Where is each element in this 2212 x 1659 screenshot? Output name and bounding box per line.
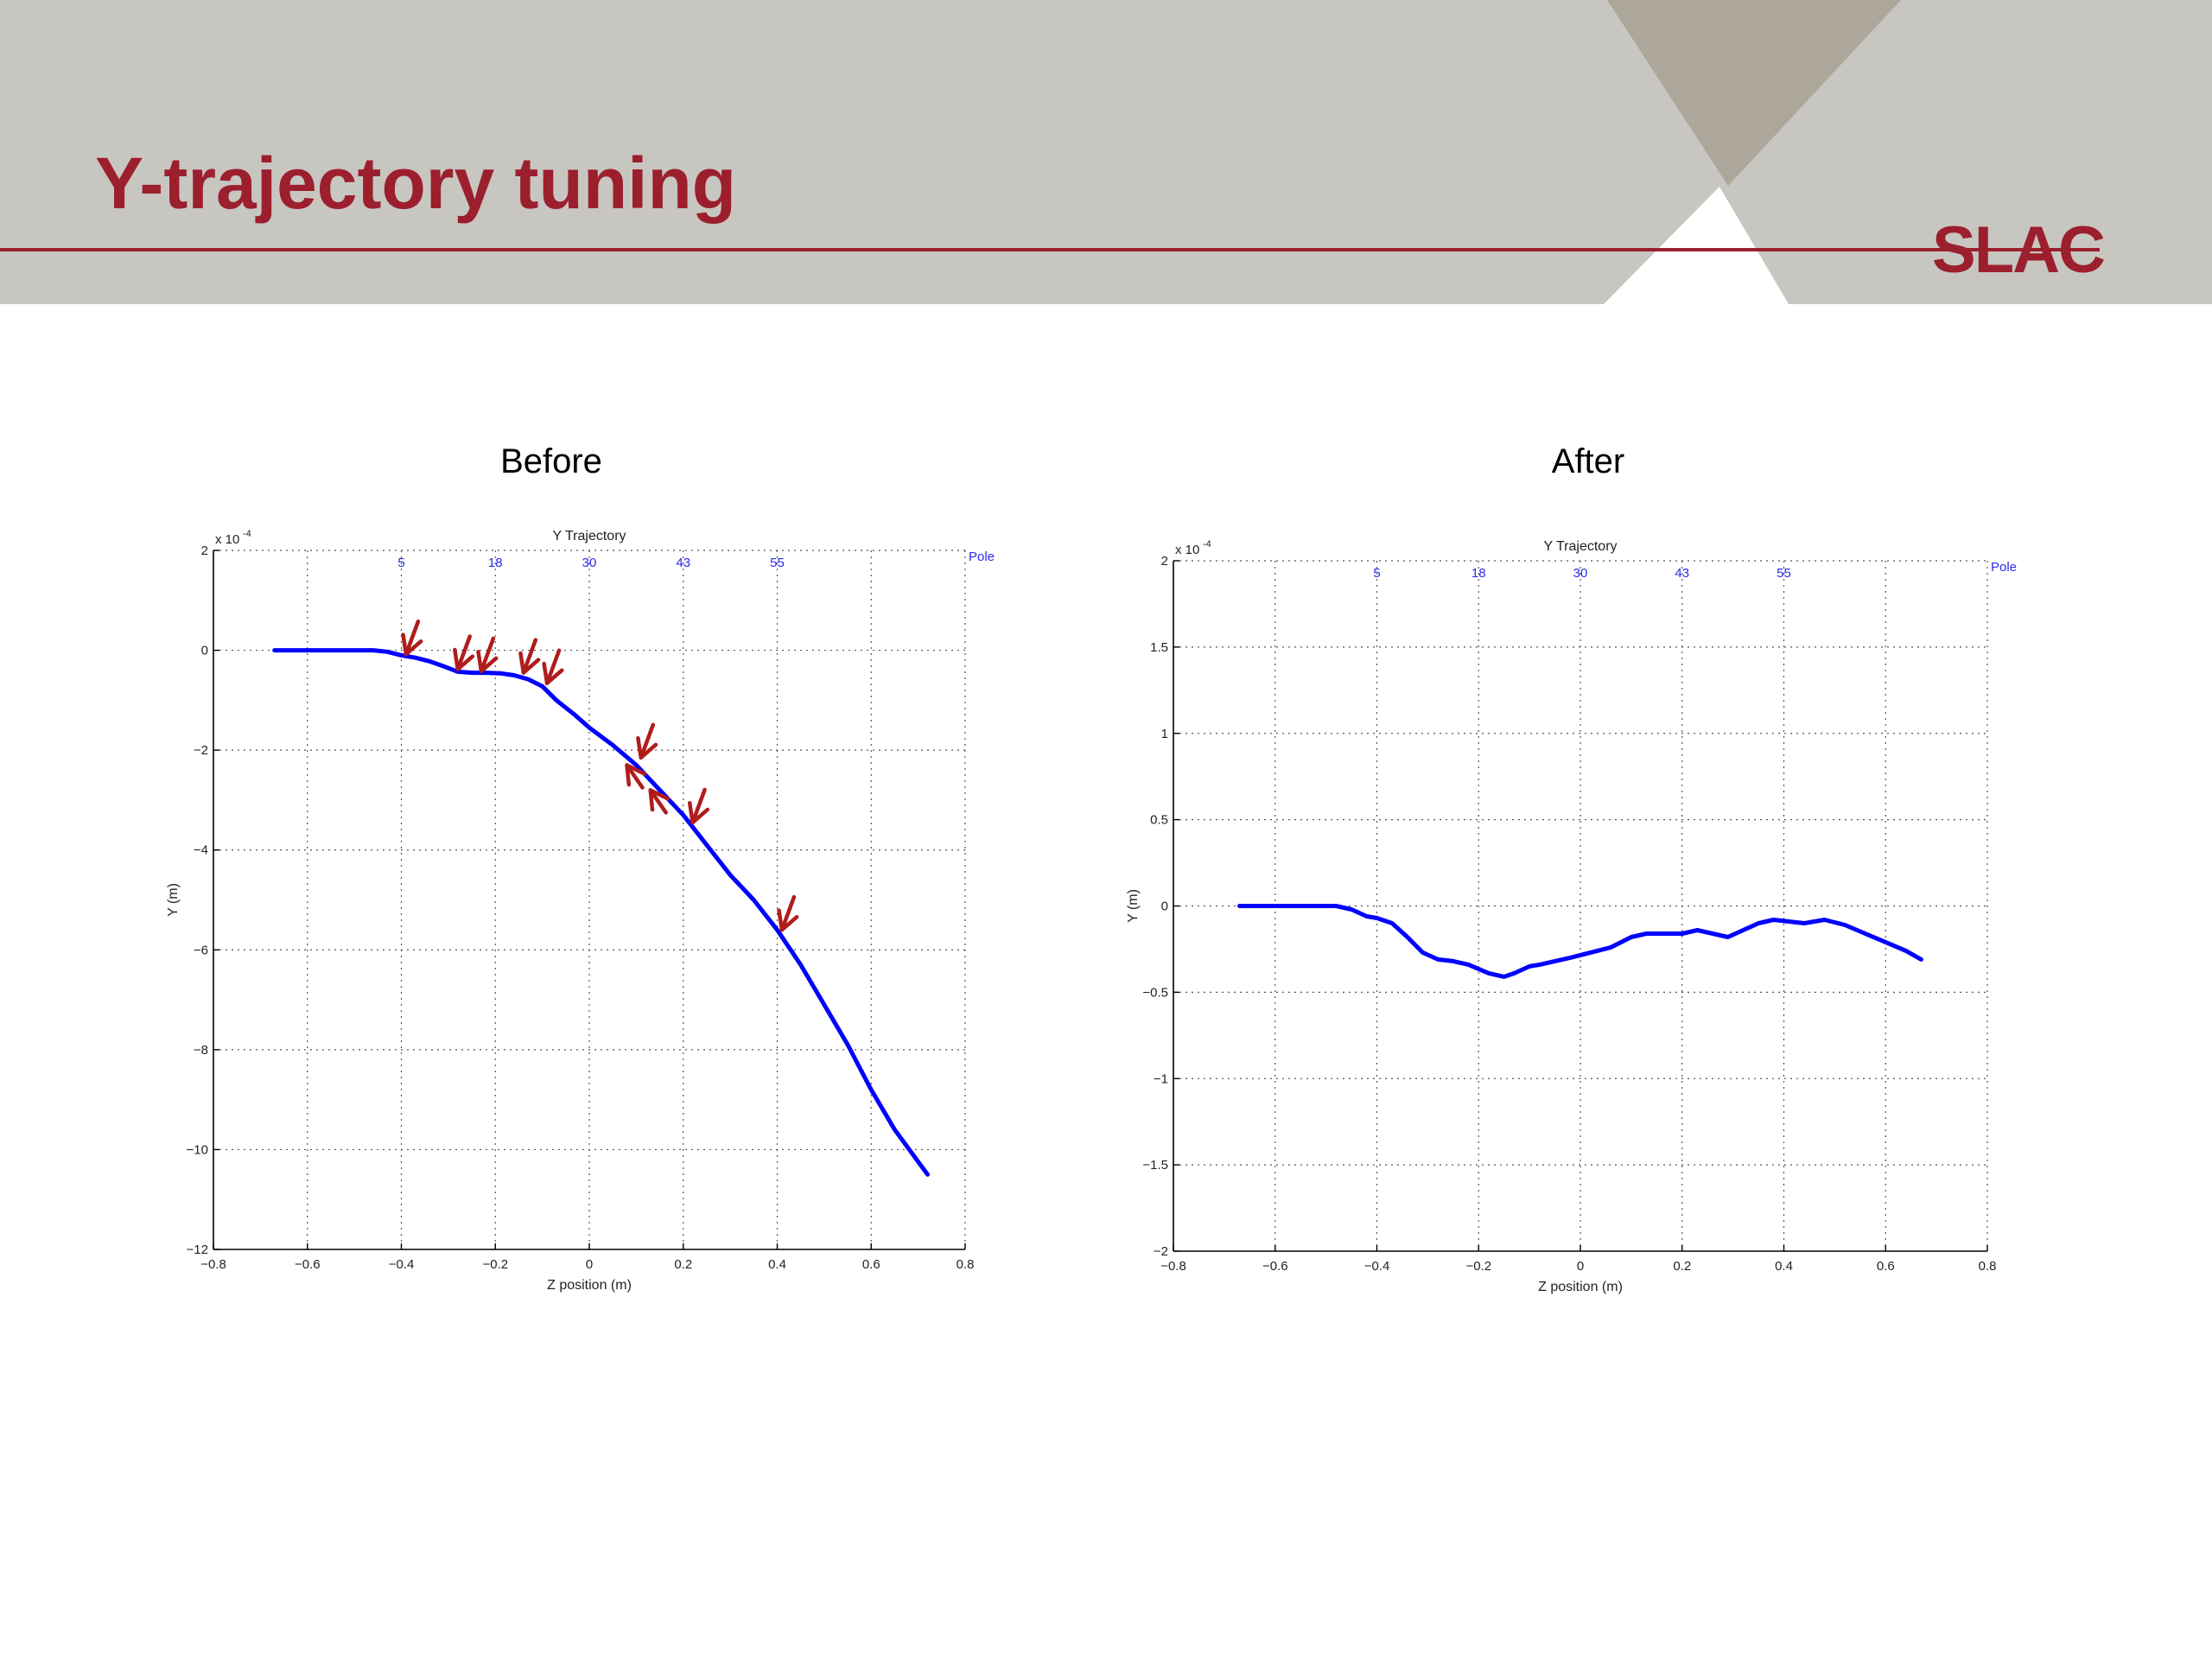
arrow-head: [518, 651, 541, 675]
correction-arrow: [476, 636, 499, 674]
pole-tick-label: 30: [582, 556, 597, 570]
x-tick-label: −0.6: [1262, 1259, 1288, 1274]
before-panel-title: Before: [500, 442, 602, 480]
x-tick-label: 0: [1577, 1259, 1584, 1274]
arrow-head: [648, 788, 671, 812]
header-triangle-white: [1604, 187, 1789, 304]
y-tick-label: 1: [1161, 727, 1168, 741]
y-tick-label: −8: [194, 1043, 208, 1058]
arrow-head: [476, 650, 499, 674]
x-tick-label: 0.4: [768, 1257, 786, 1272]
correction-arrow: [687, 787, 710, 825]
y-tick-label: 0: [201, 644, 208, 658]
y-axis-label: Y (m): [166, 883, 181, 917]
arrow-head: [401, 632, 423, 657]
arrow-head: [542, 661, 564, 685]
arrow-shaft: [648, 788, 668, 815]
y-exponent: -4: [243, 529, 251, 539]
x-tick-label: −0.6: [295, 1257, 321, 1272]
pole-tick-label: 18: [1471, 566, 1486, 581]
x-tick-label: 0.6: [862, 1257, 880, 1272]
title-rule: [0, 248, 2100, 251]
chart-title: Y Trajectory: [552, 529, 626, 543]
trajectory-line: [1237, 904, 1923, 979]
header-banner: Y-trajectory tuning SLAC: [0, 0, 2212, 304]
pole-tick-label: 55: [770, 556, 785, 570]
correction-arrow: [636, 722, 658, 760]
y-tick-label: −2: [194, 743, 208, 758]
x-tick-label: −0.8: [1160, 1259, 1186, 1274]
y-multiplier: x 10: [215, 532, 239, 547]
x-tick-label: 0.8: [957, 1257, 975, 1272]
arrow-head: [687, 801, 710, 825]
chart-title: Y Trajectory: [1543, 539, 1617, 554]
x-tick-label: −0.2: [1465, 1259, 1491, 1274]
y-multiplier: x 10: [1175, 543, 1199, 557]
x-tick-label: −0.8: [200, 1257, 226, 1272]
arrow-head: [636, 735, 658, 760]
pole-label: Pole: [969, 550, 995, 564]
arrow-shaft: [690, 787, 707, 825]
pole-label: Pole: [1991, 560, 2017, 575]
y-tick-label: −12: [187, 1243, 208, 1257]
pole-tick-label: 55: [1777, 566, 1791, 581]
slac-logo: SLAC: [1932, 213, 2106, 287]
header-decoration: [1604, 0, 1901, 304]
y-axis-label: Y (m): [1126, 889, 1141, 923]
x-axis-label: Z position (m): [1538, 1280, 1623, 1294]
arrow-head: [453, 647, 475, 671]
pole-tick-label: 43: [1675, 566, 1689, 581]
pole-tick-label: 43: [676, 556, 690, 570]
x-tick-label: 0.4: [1775, 1259, 1793, 1274]
y-tick-label: −10: [187, 1142, 208, 1157]
arrow-shaft: [455, 634, 472, 671]
correction-arrow: [625, 763, 647, 790]
correction-arrow: [453, 634, 475, 671]
y-tick-label: 2: [201, 543, 208, 558]
y-tick-label: −4: [194, 843, 208, 858]
pole-tick-label: 18: [488, 556, 503, 570]
y-tick-label: 0.5: [1150, 813, 1168, 828]
y-tick-label: −1: [1154, 1071, 1168, 1086]
arrow-shaft: [404, 619, 421, 657]
y-tick-label: 2: [1161, 554, 1168, 569]
arrow-shaft: [639, 722, 656, 760]
arrow-shaft: [544, 648, 562, 685]
slide-title: Y-trajectory tuning: [95, 143, 737, 224]
y-tick-label: −1.5: [1142, 1158, 1168, 1173]
x-tick-label: 0.6: [1877, 1259, 1895, 1274]
x-tick-label: 0: [586, 1257, 593, 1272]
y-tick-label: −2: [1154, 1244, 1168, 1259]
after-panel-title: After: [1551, 442, 1625, 480]
header-triangle-dark: [1607, 0, 1901, 186]
arrow-shaft: [625, 763, 645, 790]
y-tick-label: 0: [1161, 899, 1168, 914]
pole-tick-label: 30: [1573, 566, 1588, 581]
arrow-head: [777, 908, 799, 932]
correction-arrow: [648, 788, 671, 815]
correction-arrow: [542, 648, 564, 685]
y-exponent: -4: [1203, 539, 1211, 550]
x-tick-label: 0.2: [1673, 1259, 1691, 1274]
correction-arrow: [401, 619, 423, 657]
x-axis-label: Z position (m): [547, 1278, 632, 1293]
arrow-head: [625, 763, 647, 787]
arrow-shaft: [479, 636, 496, 674]
pole-tick-label: 5: [397, 556, 404, 570]
correction-arrow: [518, 638, 541, 675]
y-tick-label: 1.5: [1150, 640, 1168, 655]
arrow-shaft: [521, 638, 538, 675]
pole-tick-label: 5: [1373, 566, 1380, 581]
x-tick-label: −0.4: [389, 1257, 415, 1272]
correction-arrow: [777, 894, 799, 932]
x-tick-label: −0.4: [1364, 1259, 1390, 1274]
y-tick-label: −0.5: [1142, 985, 1168, 1000]
x-tick-label: 0.8: [1979, 1259, 1997, 1274]
y-tick-label: −6: [194, 943, 208, 957]
x-tick-label: −0.2: [482, 1257, 508, 1272]
x-tick-label: 0.2: [674, 1257, 692, 1272]
arrow-shaft: [779, 894, 797, 932]
